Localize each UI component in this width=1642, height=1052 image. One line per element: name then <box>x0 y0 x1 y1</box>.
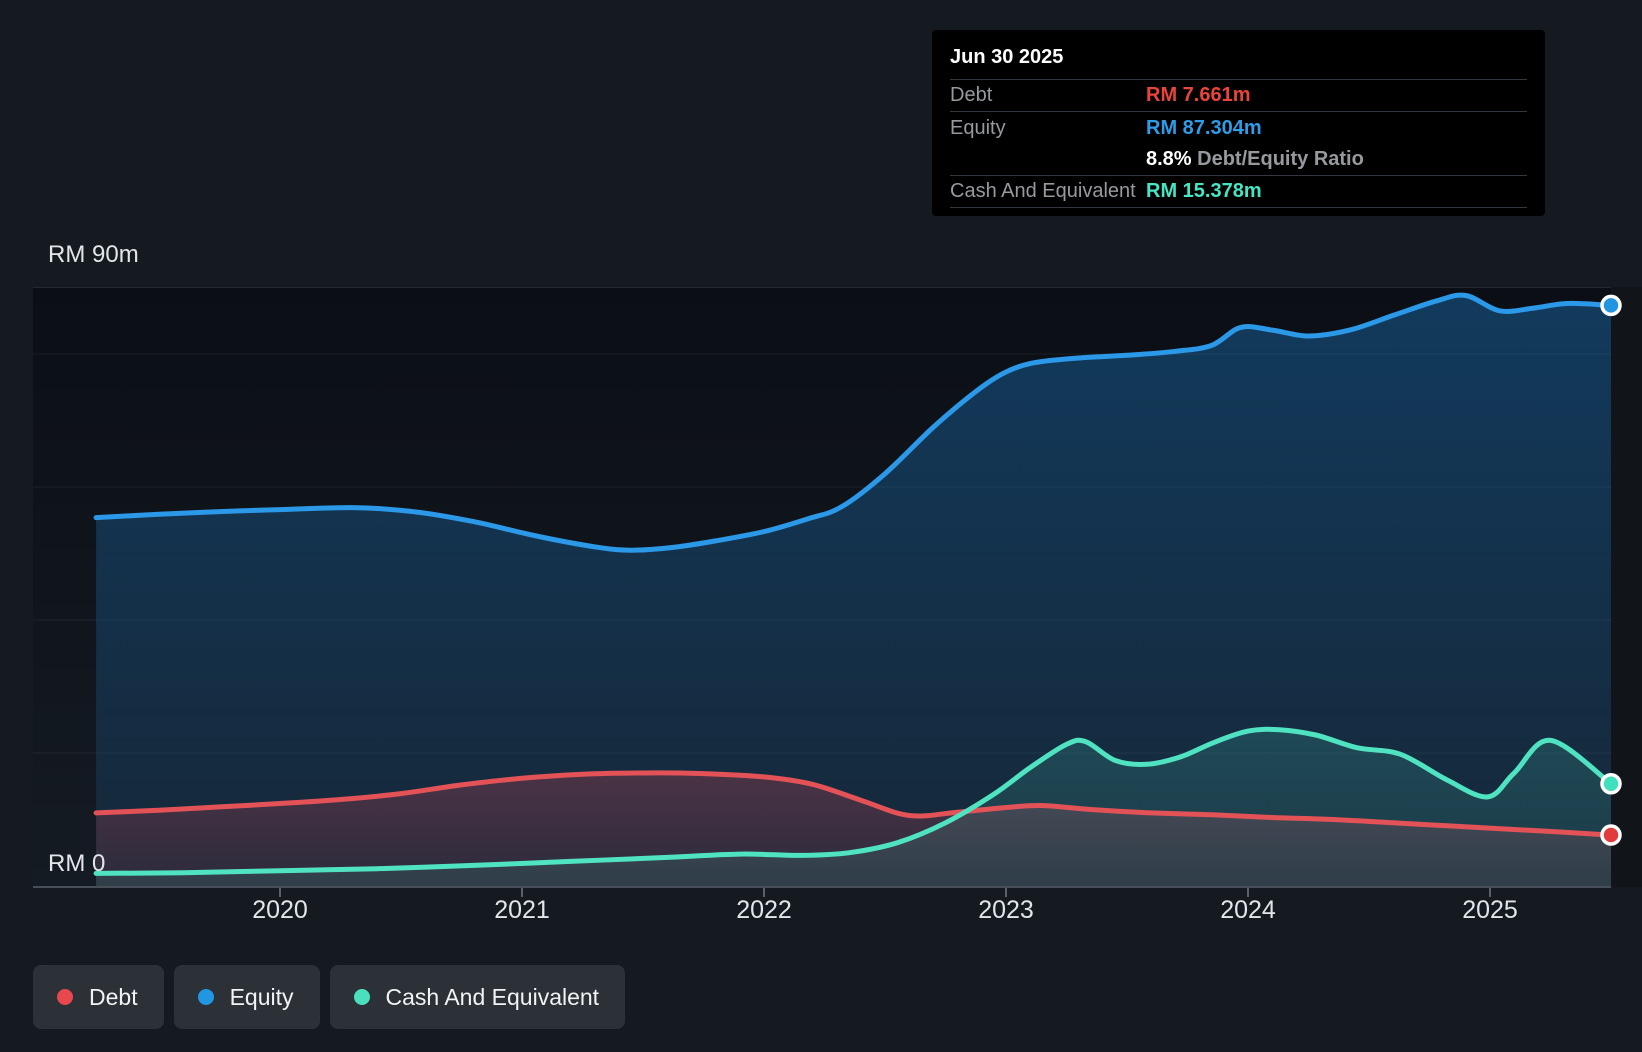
debt-dot-icon <box>57 989 73 1005</box>
legend-cash-label: Cash And Equivalent <box>385 983 600 1010</box>
tooltip-cash-value: RM 15.378m <box>1146 180 1262 202</box>
tooltip-date: Jun 30 2025 <box>950 44 1527 80</box>
x-axis-label-2025: 2025 <box>1462 896 1518 924</box>
legend-debt-label: Debt <box>89 983 138 1010</box>
tooltip-debt-value: RM 7.661m <box>1146 84 1251 106</box>
x-axis-label-2023: 2023 <box>978 896 1034 924</box>
debt-end-marker <box>1600 824 1622 846</box>
legend-item-cash[interactable]: Cash And Equivalent <box>329 965 626 1029</box>
cash-and-equivalent-end-marker <box>1600 772 1622 795</box>
tooltip-ratio-label: Debt/Equity Ratio <box>1191 148 1364 170</box>
x-axis-label-2021: 2021 <box>494 896 550 924</box>
legend-item-debt[interactable]: Debt <box>33 965 164 1029</box>
x-axis-label-2020: 2020 <box>252 896 308 924</box>
tooltip-row-ratio: 8.8% Debt/Equity Ratio <box>950 144 1527 176</box>
tooltip-row-equity: Equity RM 87.304m <box>950 112 1527 144</box>
y-axis-label-zero: RM 0 <box>48 850 105 877</box>
chart-legend: Debt Equity Cash And Equivalent <box>33 965 626 1029</box>
tooltip-debt-label: Debt <box>950 84 993 106</box>
tooltip-equity-label: Equity <box>950 116 1006 139</box>
debt-line <box>93 770 1614 838</box>
x-axis-label-2022: 2022 <box>736 896 792 924</box>
cash-and-equivalent-line <box>93 726 1614 876</box>
future-band <box>1611 287 1642 887</box>
cash-and-equivalent-area <box>96 729 1612 886</box>
tooltip-cash-label: Cash And Equivalent <box>950 180 1136 202</box>
x-axis-label-2024: 2024 <box>1220 896 1276 924</box>
cash-dot-icon <box>353 989 370 1005</box>
legend-item-equity[interactable]: Equity <box>173 965 320 1029</box>
chart-tooltip: Jun 30 2025 Debt RM 7.661m Equity RM 87.… <box>932 30 1545 216</box>
tooltip-row-debt: Debt RM 7.661m <box>950 80 1527 112</box>
equity-end-marker <box>1600 294 1622 317</box>
equity-dot-icon <box>197 989 214 1005</box>
y-axis-label-max: RM 90m <box>48 241 139 268</box>
tooltip-equity-value: RM 87.304m <box>1146 116 1262 139</box>
tooltip-ratio-value: 8.8% <box>1146 148 1192 170</box>
tooltip-row-cash: Cash And Equivalent RM 15.378m <box>950 176 1527 208</box>
equity-line <box>93 292 1614 553</box>
legend-equity-label: Equity <box>229 983 294 1010</box>
